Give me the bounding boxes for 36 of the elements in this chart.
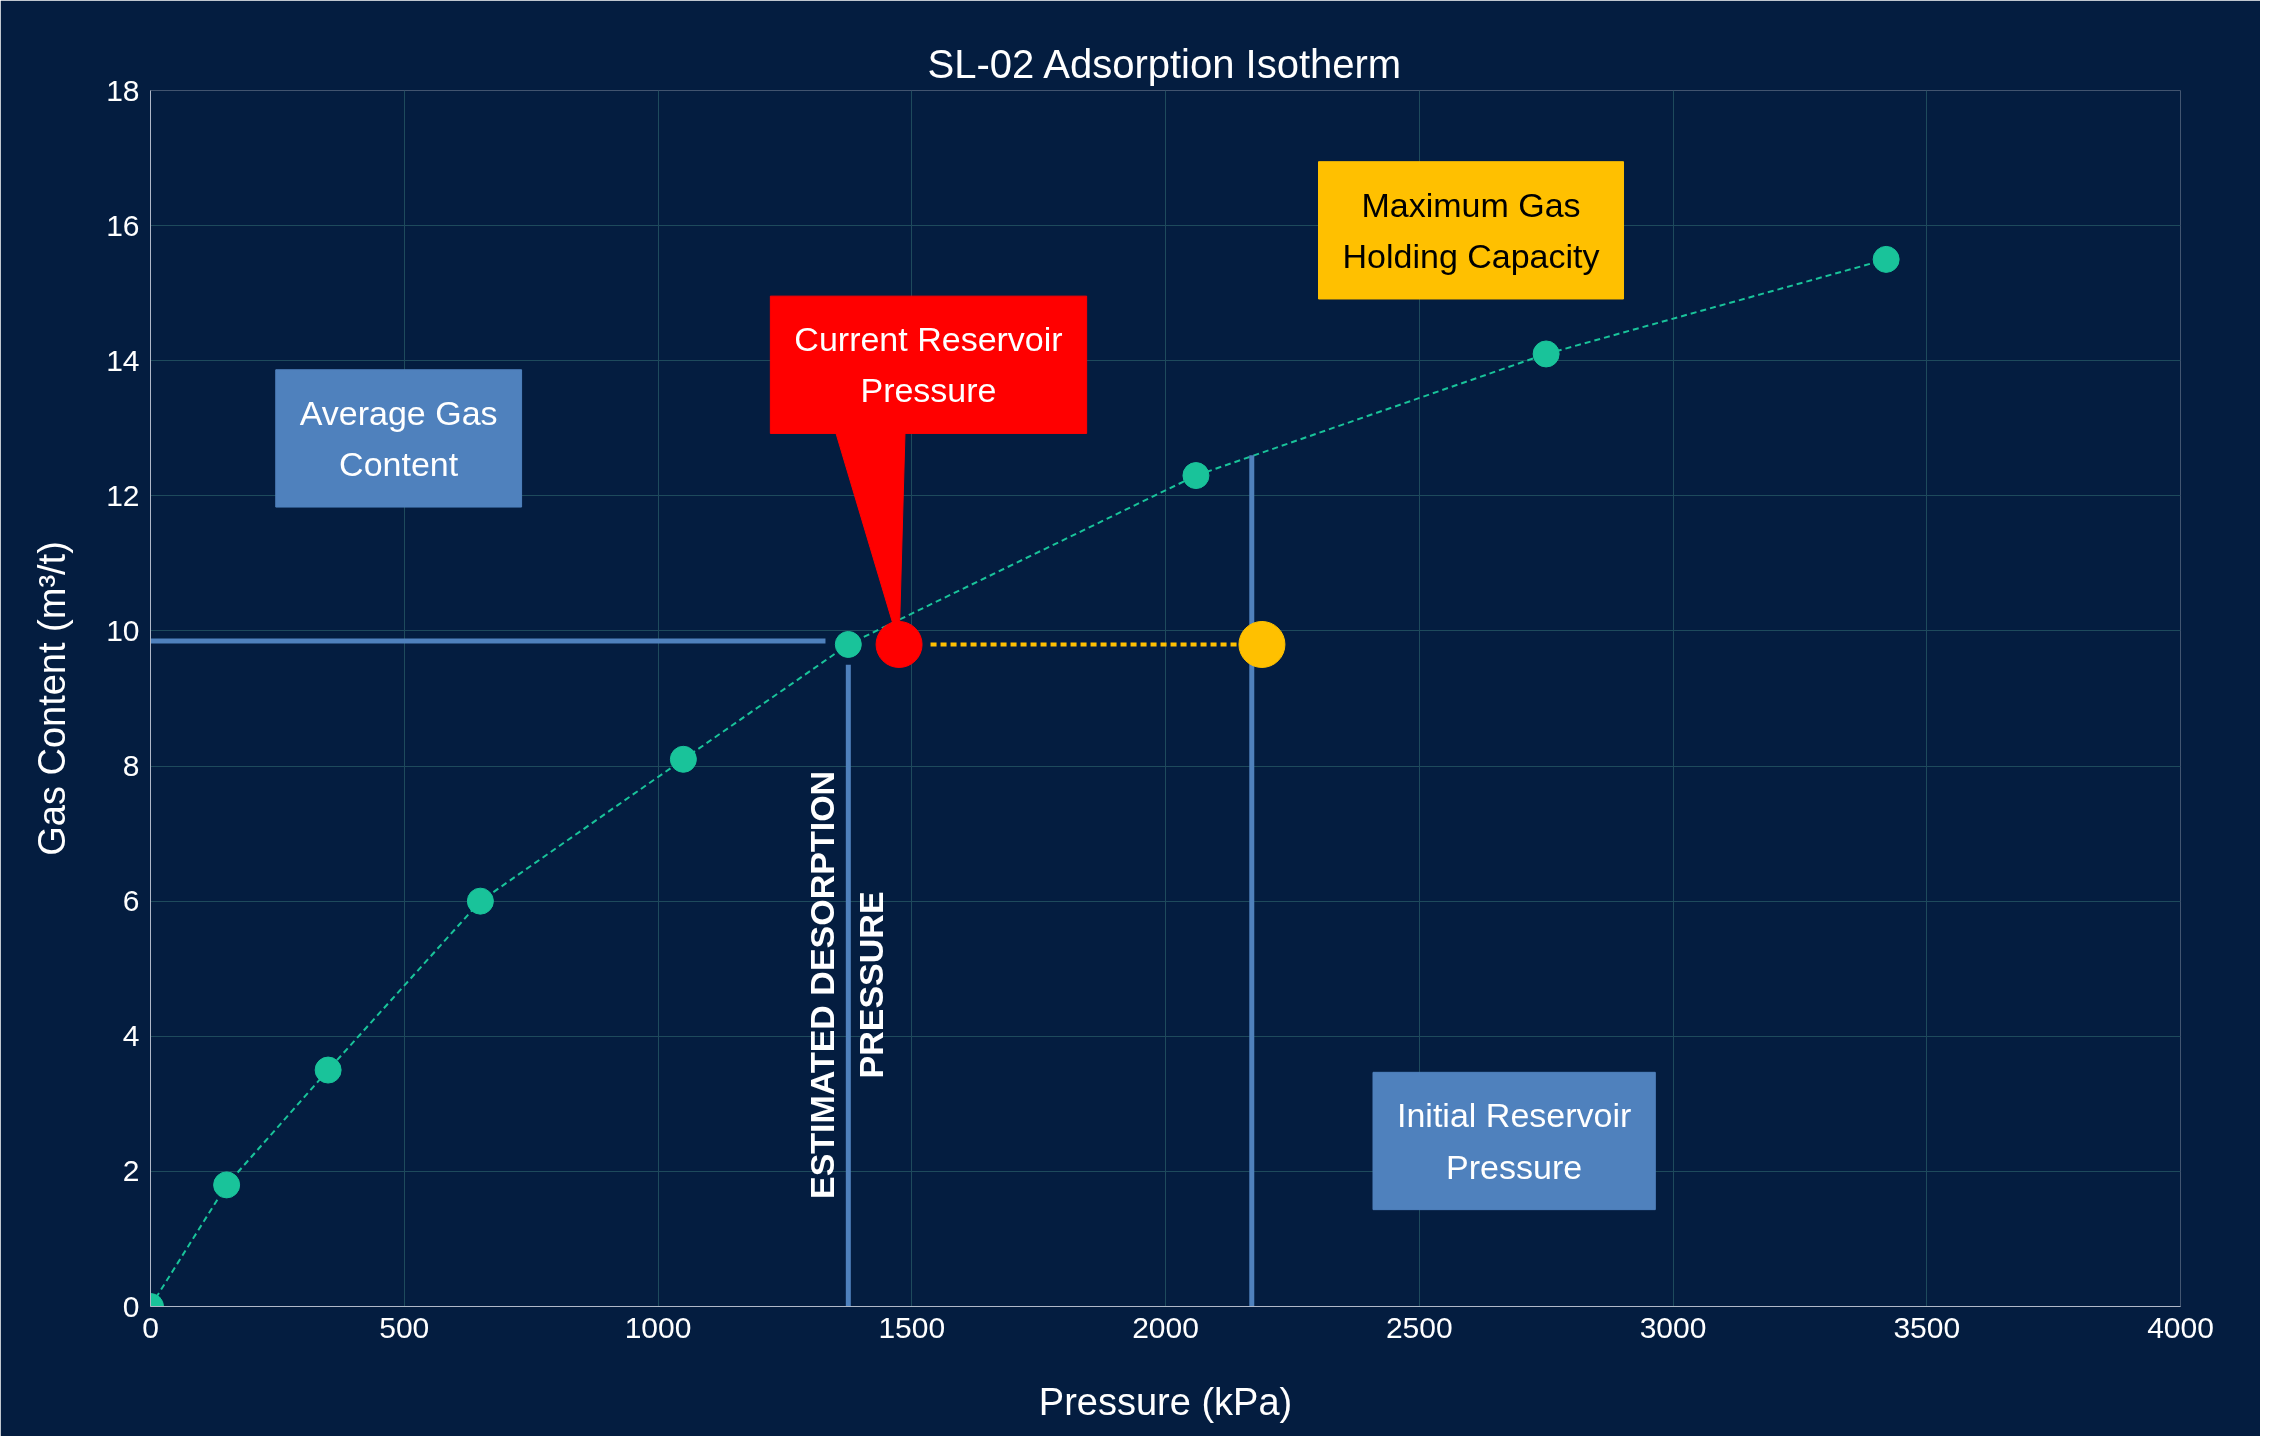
- annotation: Current Reservoir Pressure: [794, 320, 1063, 410]
- annotation: Initial Reservoir Pressure: [1397, 1096, 1632, 1186]
- point: [1238, 621, 1286, 668]
- x-axis-title: Pressure (kPa): [1038, 1380, 1293, 1423]
- annotation: Average Gas Content: [299, 393, 498, 484]
- y-tick-label: 0: [122, 1289, 140, 1323]
- x-tick-label: 4000: [2147, 1310, 2214, 1344]
- point: [213, 1171, 241, 1199]
- point: [1872, 245, 1900, 273]
- y-tick-label: 10: [106, 613, 140, 647]
- y-tick-label: 18: [106, 73, 140, 107]
- point: [834, 630, 862, 658]
- x-tick-label: 1500: [878, 1310, 946, 1344]
- point: [875, 621, 923, 668]
- y-axis-title: Gas Content (m³/t): [31, 541, 74, 856]
- point: [669, 745, 697, 773]
- y-tick-label: 2: [122, 1154, 140, 1188]
- y-tick-label: 16: [106, 208, 140, 242]
- x-tick-label: 3500: [1893, 1310, 1961, 1344]
- annotation: Maximum Gas Holding Capacity: [1342, 185, 1600, 275]
- y-tick-label: 14: [106, 343, 140, 377]
- y-tick-label: 8: [122, 749, 140, 783]
- x-tick-label: 1000: [624, 1310, 692, 1344]
- point: [1182, 462, 1210, 490]
- point: [1532, 340, 1560, 368]
- y-tick-label: 12: [106, 478, 140, 512]
- annotation: ESTIMATED DESORPTION PRESSURE: [802, 770, 890, 1200]
- x-tick-label: 2500: [1385, 1310, 1453, 1344]
- point: [314, 1056, 342, 1084]
- y-tick-label: 6: [122, 884, 140, 918]
- y-tick-label: 4: [122, 1019, 140, 1053]
- x-tick-label: 3000: [1639, 1310, 1707, 1344]
- x-tick-label: 500: [379, 1310, 430, 1344]
- x-tick-label: 2000: [1132, 1310, 1199, 1344]
- chart-title: SL-02 Adsorption Isotherm: [927, 41, 1402, 86]
- point: [466, 887, 494, 915]
